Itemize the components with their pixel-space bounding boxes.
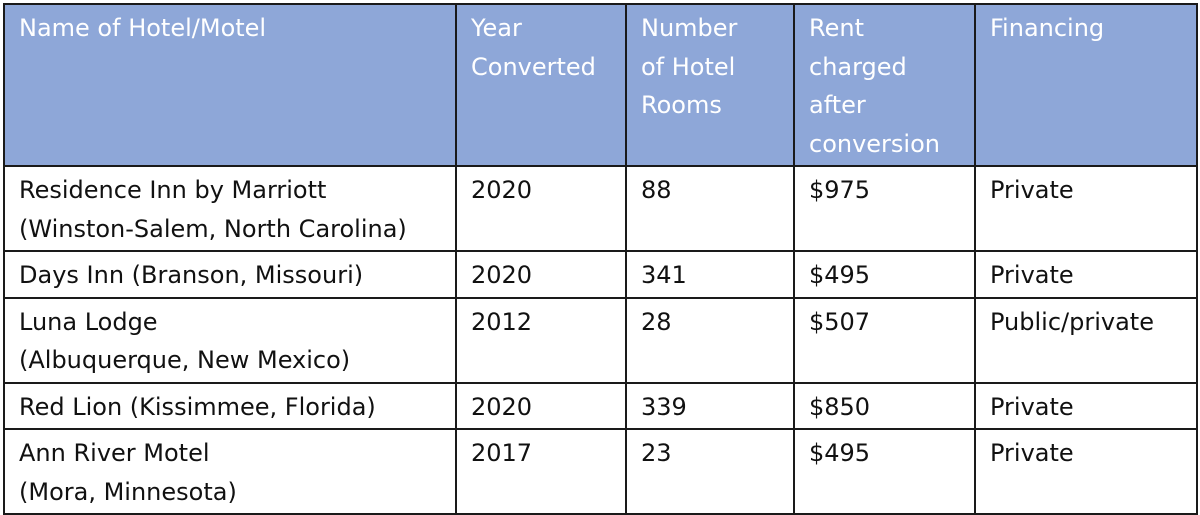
header-year: Year Converted	[455, 3, 627, 167]
cell-hotel-name: Red Lion (Kissimmee, Florida)	[3, 381, 457, 430]
cell-year: 2020	[455, 381, 627, 430]
cell-financing: Private	[974, 428, 1198, 515]
cell-hotel-name: Luna Lodge (Albuquerque, New Mexico)	[3, 296, 457, 384]
hotel-conversion-table: Name of Hotel/Motel Year Converted Numbe…	[3, 3, 1198, 515]
cell-rent: $495	[793, 250, 976, 299]
header-rent-line: conversion	[809, 129, 940, 158]
table-row: Red Lion (Kissimmee, Florida) 2020 339 $…	[3, 381, 1198, 430]
cell-rent: $975	[793, 165, 976, 252]
cell-financing: Private	[974, 250, 1198, 299]
header-rooms-line: of Hotel	[641, 52, 736, 81]
hotel-location-line: (Albuquerque, New Mexico)	[19, 346, 351, 374]
cell-rent: $850	[793, 381, 976, 430]
hotel-name-line: Residence Inn by Marriott	[19, 176, 327, 204]
hotel-name-line: Days Inn (Branson, Missouri)	[19, 261, 364, 289]
header-rooms-line: Rooms	[641, 91, 722, 119]
header-financing-line: Financing	[990, 14, 1105, 42]
table-row: Ann River Motel (Mora, Minnesota) 2017 2…	[3, 428, 1198, 515]
header-name: Name of Hotel/Motel	[3, 3, 457, 167]
hotel-name-line: Red Lion (Kissimmee, Florida)	[19, 392, 376, 421]
cell-rent: $495	[793, 428, 976, 515]
cell-rooms: 88	[625, 165, 795, 252]
header-rent-line: charged	[809, 52, 907, 81]
header-rent-line: after	[809, 91, 866, 119]
cell-hotel-name: Ann River Motel (Mora, Minnesota)	[3, 428, 457, 515]
cell-rooms: 341	[625, 250, 795, 299]
table-row: Days Inn (Branson, Missouri) 2020 341 $4…	[3, 250, 1198, 299]
hotel-location-line: (Mora, Minnesota)	[19, 477, 237, 506]
header-rooms-line: Number	[641, 14, 738, 42]
cell-rooms: 339	[625, 381, 795, 430]
cell-financing: Private	[974, 381, 1198, 430]
header-year-line: Converted	[471, 52, 596, 81]
cell-year: 2017	[455, 428, 627, 515]
header-rent-line: Rent	[809, 14, 864, 42]
header-row: Name of Hotel/Motel Year Converted Numbe…	[3, 3, 1198, 167]
cell-year: 2020	[455, 165, 627, 252]
table-row: Luna Lodge (Albuquerque, New Mexico) 201…	[3, 296, 1198, 384]
header-year-line: Year	[471, 14, 522, 42]
cell-financing: Private	[974, 165, 1198, 252]
header-rooms: Number of Hotel Rooms	[625, 3, 795, 167]
cell-hotel-name: Residence Inn by Marriott (Winston-Salem…	[3, 165, 457, 252]
cell-financing: Public/private	[974, 296, 1198, 384]
table-row: Residence Inn by Marriott (Winston-Salem…	[3, 165, 1198, 252]
hotel-name-line: Luna Lodge	[19, 307, 158, 336]
cell-hotel-name: Days Inn (Branson, Missouri)	[3, 250, 457, 299]
cell-rent: $507	[793, 296, 976, 384]
hotel-name-line: Ann River Motel	[19, 439, 210, 467]
cell-year: 2012	[455, 296, 627, 384]
cell-rooms: 23	[625, 428, 795, 515]
hotel-location-line: (Winston-Salem, North Carolina)	[19, 214, 407, 243]
header-name-line: Name of Hotel/Motel	[19, 14, 267, 42]
header-financing: Financing	[974, 3, 1198, 167]
cell-rooms: 28	[625, 296, 795, 384]
header-rent: Rent charged after conversion	[793, 3, 976, 167]
cell-year: 2020	[455, 250, 627, 299]
